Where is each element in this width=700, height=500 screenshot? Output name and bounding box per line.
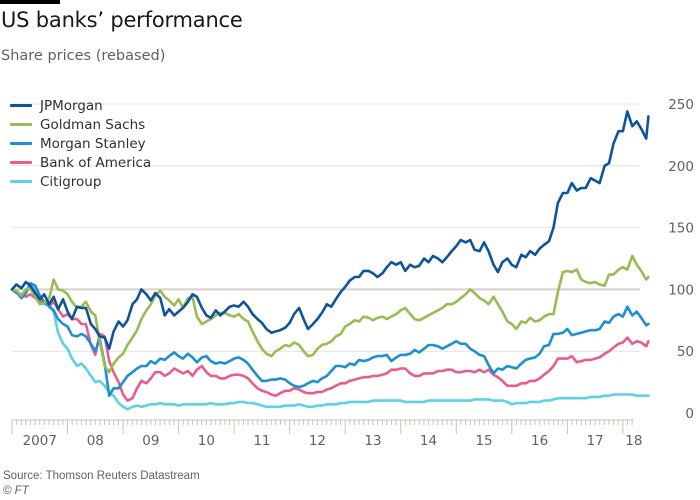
series-line-jpmorgan bbox=[10, 110, 650, 350]
copyright-note: © FT bbox=[3, 485, 29, 497]
x-tick-label: 09 bbox=[142, 433, 159, 449]
series-line-citigroup bbox=[10, 284, 650, 411]
legend-item-morgan-stanley: Morgan Stanley bbox=[10, 134, 151, 153]
legend-label: Goldman Sachs bbox=[40, 116, 146, 133]
legend-swatch-bank-of-america bbox=[10, 161, 32, 164]
series-line-bank-of-america bbox=[10, 288, 650, 402]
legend-item-jpmorgan: JPMorgan bbox=[10, 96, 151, 115]
legend-label: JPMorgan bbox=[40, 97, 103, 114]
x-tick-label: 17 bbox=[587, 433, 604, 449]
series-line-morgan-stanley bbox=[10, 281, 650, 397]
y-axis: 0 50 100 150 200 250 bbox=[668, 97, 694, 422]
x-tick-label: 14 bbox=[420, 433, 437, 449]
chart-subtitle: Share prices (rebased) bbox=[1, 48, 166, 64]
y-tick-label: 200 bbox=[668, 159, 694, 175]
x-tick-label: 13 bbox=[364, 433, 381, 449]
y-tick-label: 150 bbox=[668, 221, 694, 237]
series-line-goldman-sachs bbox=[10, 254, 650, 374]
series-lines bbox=[10, 110, 650, 411]
chart-title: US banks’ performance bbox=[1, 8, 243, 32]
legend-label: Bank of America bbox=[40, 154, 152, 171]
x-tick-label: 16 bbox=[531, 433, 548, 449]
legend-swatch-citigroup bbox=[10, 180, 32, 183]
source-note: Source: Thomson Reuters Datastream bbox=[3, 470, 200, 482]
x-tick-label: 18 bbox=[625, 433, 642, 449]
legend-item-citigroup: Citigroup bbox=[10, 172, 151, 191]
legend-item-goldman-sachs: Goldman Sachs bbox=[10, 115, 151, 134]
legend-label: Morgan Stanley bbox=[40, 135, 146, 152]
x-axis: 2007 08 09 10 11 12 13 14 15 16 17 18 bbox=[11, 419, 642, 449]
legend-label: Citigroup bbox=[40, 173, 102, 190]
legend-swatch-goldman-sachs bbox=[10, 123, 32, 126]
legend-swatch-jpmorgan bbox=[10, 104, 32, 107]
header-rule bbox=[0, 0, 60, 4]
x-tick-label: 08 bbox=[87, 433, 104, 449]
legend: JPMorgan Goldman Sachs Morgan Stanley Ba… bbox=[10, 96, 151, 191]
legend-item-bank-of-america: Bank of America bbox=[10, 153, 151, 172]
y-tick-label: 50 bbox=[677, 344, 694, 360]
y-tick-label: 250 bbox=[668, 97, 694, 113]
x-tick-label: 12 bbox=[309, 433, 326, 449]
y-tick-label: 0 bbox=[685, 406, 694, 422]
x-tick-label: 15 bbox=[475, 433, 492, 449]
gridlines bbox=[12, 103, 640, 352]
x-tick-label: 10 bbox=[198, 433, 215, 449]
y-tick-label: 100 bbox=[668, 282, 694, 298]
x-tick-label: 2007 bbox=[23, 433, 57, 449]
x-tick-label: 11 bbox=[253, 433, 270, 449]
legend-swatch-morgan-stanley bbox=[10, 142, 32, 145]
